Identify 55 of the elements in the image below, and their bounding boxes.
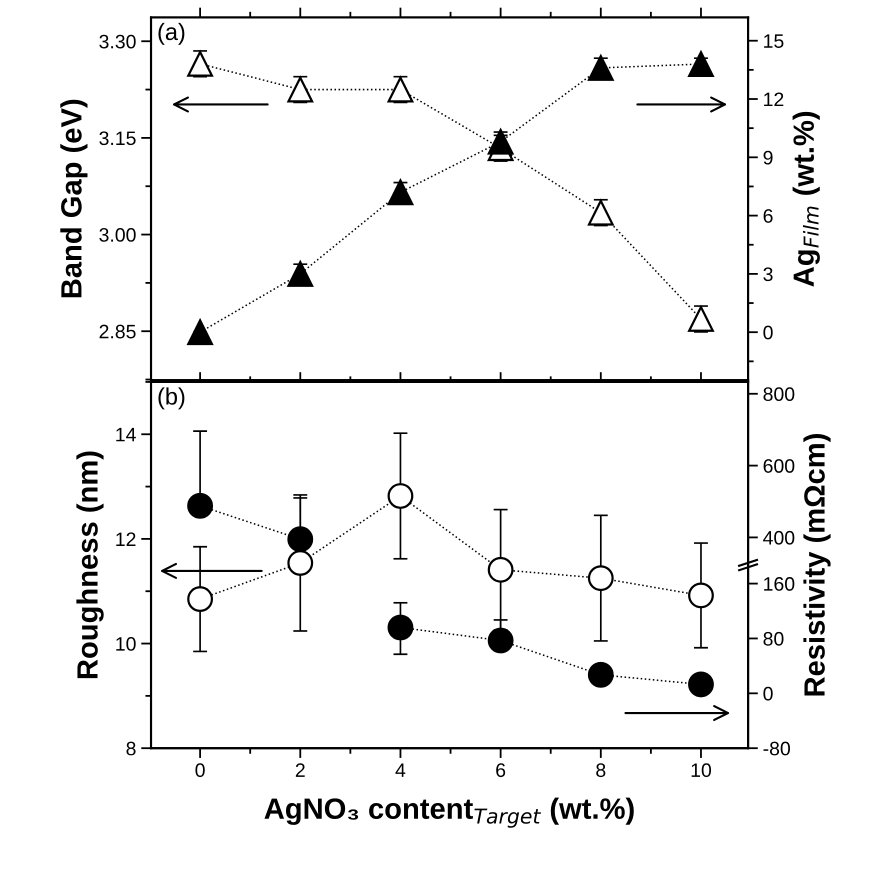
y2-tick-label: 80: [763, 632, 784, 646]
y-tick-label: 3.15: [99, 131, 136, 146]
y2-tick-label: 3: [763, 267, 773, 282]
y3-tick-label: 800: [763, 387, 794, 402]
x-tick-label: 4: [395, 763, 406, 777]
y2-axis-title: Resistivity (mΩcm): [803, 434, 831, 696]
point: [488, 556, 514, 583]
point: [588, 55, 614, 81]
y-tick-label: 2.85: [100, 324, 136, 338]
y-axis-title: Band Gap (eV): [60, 100, 88, 298]
point: [488, 628, 514, 654]
y3-tick-label: 400: [763, 530, 794, 545]
y-tick-label: 14: [116, 428, 136, 442]
point: [388, 76, 414, 102]
y2-tick-label: 9: [764, 150, 773, 165]
point: [287, 550, 314, 576]
y2-tick-label: -80: [764, 742, 790, 756]
point: [187, 50, 214, 77]
y-tick-label: 3.00: [99, 228, 136, 242]
point: [187, 586, 214, 612]
y-tick-label: 12: [116, 532, 136, 546]
x-tick-label: 6: [496, 763, 506, 778]
x-tick-label: 10: [692, 763, 712, 778]
x-axis-title: AgNO₃ content$_{Target}$ (wt.%): [264, 798, 634, 828]
point: [588, 565, 614, 592]
y2-tick-label: 0: [763, 326, 773, 340]
point: [388, 179, 414, 206]
point: [488, 128, 514, 155]
x-tick-label: 0: [195, 763, 205, 778]
point: [588, 662, 614, 688]
y-tick-label: 8: [126, 742, 136, 756]
annotation: (b): [158, 387, 184, 410]
x-tick-label: 8: [596, 763, 606, 778]
point: [688, 671, 714, 698]
y2-axis-title: Ag$_{Film}$ (wt.%): [792, 112, 820, 287]
point: [187, 319, 214, 346]
y2-tick-label: 6: [764, 209, 773, 223]
y-tick-label: 10: [116, 637, 136, 651]
point: [588, 200, 614, 226]
point: [688, 51, 714, 77]
point: [388, 614, 414, 640]
annotation: (a): [158, 22, 184, 45]
point: [287, 76, 314, 102]
point: [287, 260, 314, 287]
point: [388, 483, 414, 509]
y2-tick-label: 160: [764, 577, 794, 591]
y2-tick-label: 15: [764, 34, 784, 48]
x-tick-label: 2: [296, 763, 305, 777]
y2-tick-label: 12: [764, 92, 784, 106]
y3-tick-label: 600: [764, 459, 794, 473]
point: [688, 306, 714, 332]
y-axis-title: Roughness (nm): [76, 451, 104, 678]
y-tick-label: 3.30: [99, 34, 136, 48]
y2-tick-label: 0: [763, 686, 773, 701]
point: [688, 582, 714, 608]
